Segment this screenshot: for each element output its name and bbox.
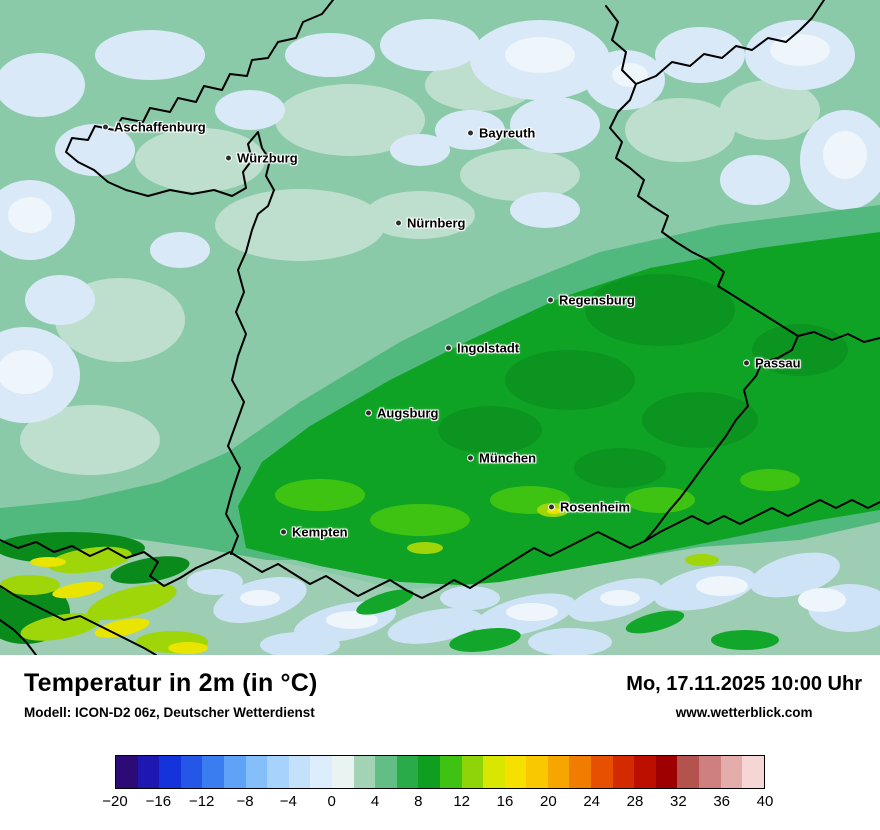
colorbar-segment <box>137 756 160 788</box>
colorbar-segment <box>353 756 376 788</box>
legend-tick-label: 32 <box>669 793 687 810</box>
colorbar-segment <box>504 756 527 788</box>
model-info: Modell: ICON-D2 06z, Deutscher Wetterdie… <box>24 705 315 720</box>
legend-tick-label: 8 <box>414 793 423 810</box>
legend-tick-label: 16 <box>496 793 514 810</box>
temperature-legend: −20 −16 −12 −8 −4 0 4 8 12 16 20 24 28 32 36 40 <box>102 755 773 815</box>
legend-tick-label: −12 <box>188 793 215 810</box>
footer-left: Temperatur in 2m (in °C) Modell: ICON-D2… <box>24 669 318 720</box>
legend-tick-label: 20 <box>539 793 557 810</box>
map-canvas <box>0 0 880 655</box>
colorbar-segment <box>159 756 181 788</box>
colorbar-segment <box>612 756 635 788</box>
colorbar-segment <box>569 756 592 788</box>
legend-colorbar <box>115 755 765 789</box>
colorbar-segment <box>547 756 570 788</box>
legend-tick-label: 12 <box>453 793 470 810</box>
colorbar-segment <box>267 756 289 788</box>
legend-tick-label: 28 <box>626 793 644 810</box>
colorbar-segment <box>634 756 656 788</box>
colorbar-segment <box>526 756 548 788</box>
colorbar-segment <box>245 756 268 788</box>
colorbar-segment <box>418 756 440 788</box>
temperature-map: Aschaffenburg Würzburg Bayreuth Nürnberg Reg… <box>0 0 880 655</box>
map-datetime: Mo, 17.11.2025 10:00 Uhr <box>626 673 862 695</box>
website-url: www.wetterblick.com <box>675 705 813 720</box>
legend-tick-label: 36 <box>713 793 730 810</box>
colorbar-segment <box>116 756 138 788</box>
colorbar-segment <box>483 756 505 788</box>
map-footer: Temperatur in 2m (in °C) Modell: ICON-D2… <box>0 655 880 830</box>
legend-tick-label: 0 <box>327 793 336 810</box>
colorbar-segment <box>720 756 743 788</box>
colorbar-segment <box>331 756 354 788</box>
colorbar-segment <box>223 756 246 788</box>
legend-tick-label: 24 <box>583 793 600 810</box>
colorbar-segment <box>202 756 224 788</box>
colorbar-segment <box>461 756 484 788</box>
colorbar-segment <box>396 756 419 788</box>
colorbar-segment <box>699 756 721 788</box>
legend-tick-label: −4 <box>279 793 297 810</box>
legend-tick-labels: −20 −16 −12 −8 −4 0 4 8 12 16 20 24 28 32 36 40 <box>102 793 773 815</box>
legend-tick-label: −20 <box>102 793 128 810</box>
colorbar-segment <box>310 756 332 788</box>
colorbar-segment <box>439 756 462 788</box>
legend-tick-label: −8 <box>236 793 254 810</box>
colorbar-segment <box>677 756 700 788</box>
colorbar-segment <box>655 756 678 788</box>
legend-tick-label: 40 <box>756 793 774 810</box>
footer-right: Mo, 17.11.2025 10:00 Uhr www.wetterblick… <box>626 673 862 720</box>
colorbar-segment <box>375 756 397 788</box>
colorbar-segment <box>591 756 613 788</box>
colorbar-segment <box>742 756 764 788</box>
legend-tick-label: 4 <box>370 793 380 810</box>
colorbar-segment <box>180 756 203 788</box>
legend-tick-label: −16 <box>145 793 172 810</box>
colorbar-segment <box>288 756 311 788</box>
map-title: Temperatur in 2m (in °C) <box>24 669 318 697</box>
